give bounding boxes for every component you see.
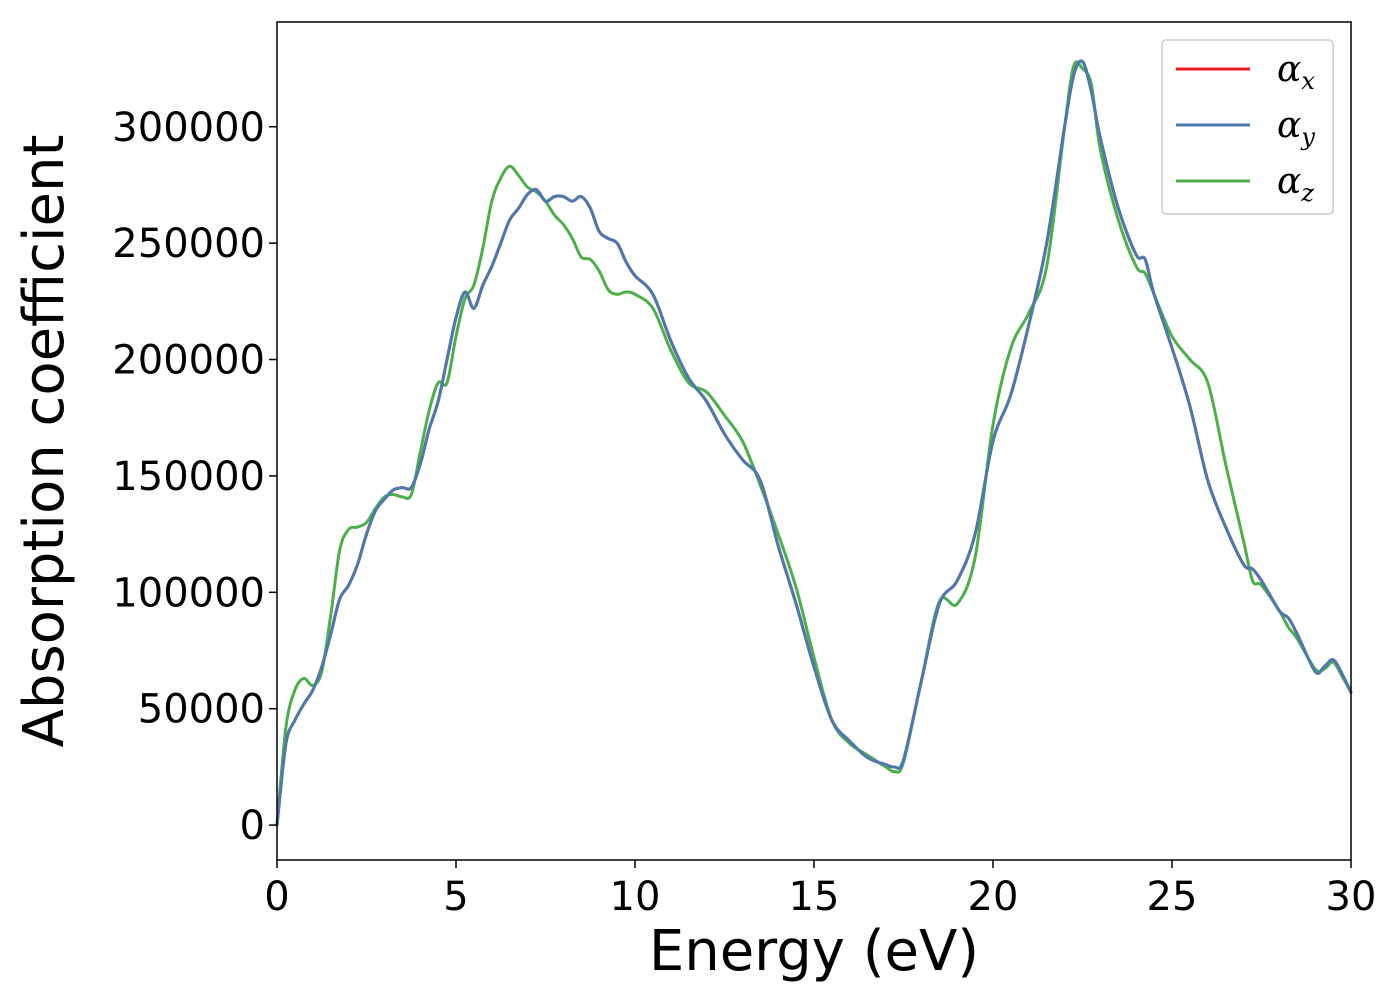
y-axis-title: Absorption coefficient xyxy=(12,135,77,748)
series-layer xyxy=(275,59,1353,827)
y-ticks: 0 50000 100000 150000 200000 250000 300000 xyxy=(112,105,277,849)
x-tick-label: 15 xyxy=(789,874,840,920)
y-tick-label: 50000 xyxy=(138,687,265,733)
legend-label-alpha-y: αy xyxy=(1277,105,1315,151)
y-tick-label: 100000 xyxy=(112,570,265,616)
x-tick-label: 0 xyxy=(264,874,289,920)
x-tick-label: 20 xyxy=(968,874,1019,920)
legend-label-alpha-x: αx xyxy=(1277,49,1315,95)
legend-box xyxy=(1161,39,1334,215)
x-axis-title: Energy (eV) xyxy=(649,919,979,984)
x-tick-label: 5 xyxy=(443,874,468,920)
x-ticks: 0 5 10 15 20 25 30 xyxy=(264,860,1376,920)
y-tick-label: 0 xyxy=(240,803,265,849)
x-tick-label: 30 xyxy=(1326,874,1377,920)
y-tick-label: 200000 xyxy=(112,338,265,384)
y-tick-label: 300000 xyxy=(112,105,265,151)
series-line-alpha-y xyxy=(275,59,1353,827)
y-tick-label: 150000 xyxy=(112,454,265,500)
x-tick-label: 25 xyxy=(1147,874,1198,920)
legend-label-alpha-z: αz xyxy=(1277,161,1314,207)
y-tick-label: 250000 xyxy=(112,221,265,267)
legend: αx αy αz xyxy=(1161,39,1334,215)
x-tick-label: 10 xyxy=(610,874,661,920)
